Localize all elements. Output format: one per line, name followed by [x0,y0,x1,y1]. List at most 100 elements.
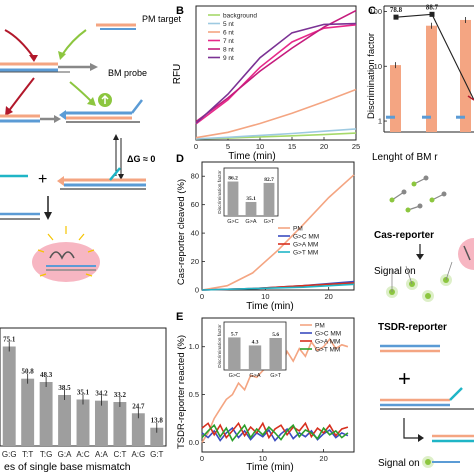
series-line [201,421,349,440]
signal-on-label-top: Signal on [374,266,416,277]
chart-d-xlabel: Time (min) [246,301,293,312]
inset-x-tick-label: G>A [249,373,260,379]
inset-x-tick-label: G>T [270,373,281,379]
schematic-left: PM target BM probe [0,14,182,282]
down-arrow-right [403,418,420,439]
delta-g-label: ΔG ≈ 0 [127,154,155,164]
series-line [195,22,357,124]
line-chart-tsdr-reporter: 0 10 20 0.0 0.5 1.0 PMG>C MMG>A MMG>T MM 5.7 G>C… [189,317,355,463]
bar-chart-mismatch: 75.1 G:G 50.8 T:T 48.3 T:G 38.5 G:A 35.1 A:C 34.2 A… [0,327,167,459]
bar-value-label: 35.1 [77,388,90,396]
bar [39,382,53,446]
bar [113,402,127,446]
bar [76,399,90,446]
y-tick-label: 100 [369,7,382,16]
red-arrow-bottom [7,77,35,113]
glowing-dots-icon [386,261,453,302]
inset-bar [228,337,241,370]
annotation-label: 78.8 [390,6,403,14]
legend-label: G>C MM [293,234,319,241]
legend-label: 7 nt [223,38,234,45]
inset-value-label: 82.7 [264,177,274,183]
equilibrium-arrows [113,134,124,180]
x-tick-label: G:A [58,450,72,459]
y-tick-label: 1.0 [189,342,199,351]
chart-d-ylabel: Cas-reporter cleaved (%) [176,179,187,285]
bar-value-label: 34.2 [95,390,108,398]
inset-bar [263,182,275,216]
y-tick-label: 20 [191,257,199,266]
green-arrow-bottom [69,81,93,103]
legend-label: G>C MM [315,331,341,338]
cas-protein-blob-right [458,238,474,270]
plus-sign-right: + [398,366,411,391]
inset-bar [227,181,239,216]
inset-bar [245,201,257,216]
legend-label: G>T MM [293,250,318,257]
x-tick-label: 0 [200,454,204,463]
inset-value-label: 5.7 [231,331,238,337]
tsdr-reporter-label: TSDR-reporter [378,322,447,333]
x-tick-label: 25 [352,142,360,151]
sparkle-icon [37,226,95,277]
x-tick-label: 10 [256,142,264,151]
plot-frame [195,5,357,141]
legend-label: background [223,13,257,20]
chart-e-ylabel: TSDR-reporter reacted (%) [176,335,187,449]
x-tick-label: A:A [95,450,109,459]
bar-value-label: 48.3 [40,371,53,379]
legend-label: 6 nt [223,30,234,37]
legend-label: G>T MM [315,347,340,354]
x-tick-label: 20 [319,454,327,463]
series-line [201,283,355,291]
x-tick-label: A:C [76,450,90,459]
chart-c-ylabel: Discrimination factor [366,33,377,119]
y-tick-label: 1 [378,117,382,126]
series-line [467,95,474,101]
inset-x-tick-label: G>T [264,219,275,225]
bar [58,394,72,446]
schematic-right-bottom: TSDR-reporter + Signal on [378,322,474,469]
legend-label: 5 nt [223,21,234,28]
cas-protein-blob [32,242,100,282]
inset-x-tick-label: G>A [245,219,256,225]
inset-value-label: 5.6 [272,332,279,338]
bar-chart-xlabel: es of single base mismatch [4,461,131,473]
x-tick-label: G:G [2,450,17,459]
bar [94,400,108,446]
chart-c-xlabel: Lenght of BM r [372,152,438,163]
bar-value-label: 38.5 [58,384,71,392]
series-line [195,88,357,139]
pm-target-label: PM target [142,14,182,24]
x-tick-label: 5 [226,142,230,151]
green-arrow-top-head [58,51,66,60]
duplex-left [0,62,98,72]
x-tick-label: 15 [288,142,296,151]
chart-b-xlabel: Time (min) [228,151,275,162]
panel-label-d: D [176,153,184,165]
inset-bar [248,345,262,370]
bar [21,378,35,446]
bar-value-label: 75.1 [3,335,16,343]
legend-label: PM [293,226,303,233]
x-tick-label: 10 [259,454,267,463]
series-line [195,128,357,140]
bar-orange [460,19,471,132]
x-tick-label: T:G [40,450,52,459]
bar-value-label: 13.8 [151,417,164,425]
x-tick-label: 0 [200,292,204,301]
annotation-label: 88.7 [426,3,439,11]
x-tick-label: A:G [131,450,145,459]
y-tick-label: 10 [374,62,382,71]
red-arrow-top-head [29,55,38,62]
red-arrow-top [4,29,35,59]
inset-ylabel: Discrimination factor [217,170,223,214]
plot-frame [201,317,355,453]
reporter-probe-icons [389,175,447,213]
x-tick-label: 20 [324,292,332,301]
inset-value-label: 4.3 [252,339,259,345]
inset-ylabel: Discrimination factor [217,324,223,368]
bar-orange [426,25,437,132]
chart-b-ylabel: RFU [172,64,183,85]
